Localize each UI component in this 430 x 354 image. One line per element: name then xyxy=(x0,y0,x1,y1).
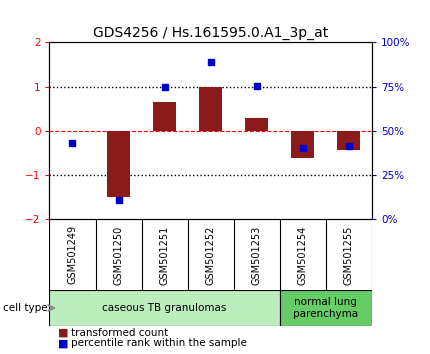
Text: GSM501255: GSM501255 xyxy=(344,225,354,285)
Text: GSM501251: GSM501251 xyxy=(160,225,169,285)
Bar xyxy=(107,131,130,198)
Bar xyxy=(199,87,222,131)
Text: cell type: cell type xyxy=(3,303,47,313)
Text: normal lung
parenchyma: normal lung parenchyma xyxy=(293,297,359,319)
Text: GSM501250: GSM501250 xyxy=(114,225,123,285)
Bar xyxy=(280,290,372,326)
Text: ■: ■ xyxy=(58,338,68,348)
Title: GDS4256 / Hs.161595.0.A1_3p_at: GDS4256 / Hs.161595.0.A1_3p_at xyxy=(93,26,329,40)
Bar xyxy=(245,118,268,131)
Text: caseous TB granulomas: caseous TB granulomas xyxy=(102,303,227,313)
Bar xyxy=(292,131,314,158)
Bar xyxy=(153,102,176,131)
Text: GSM501249: GSM501249 xyxy=(68,225,77,285)
Text: GSM501252: GSM501252 xyxy=(206,225,216,285)
Text: ■: ■ xyxy=(58,328,68,338)
Text: percentile rank within the sample: percentile rank within the sample xyxy=(71,338,247,348)
Text: transformed count: transformed count xyxy=(71,328,168,338)
Bar xyxy=(338,131,360,150)
Text: GSM501254: GSM501254 xyxy=(298,225,308,285)
Text: GSM501253: GSM501253 xyxy=(252,225,262,285)
Bar xyxy=(49,290,280,326)
